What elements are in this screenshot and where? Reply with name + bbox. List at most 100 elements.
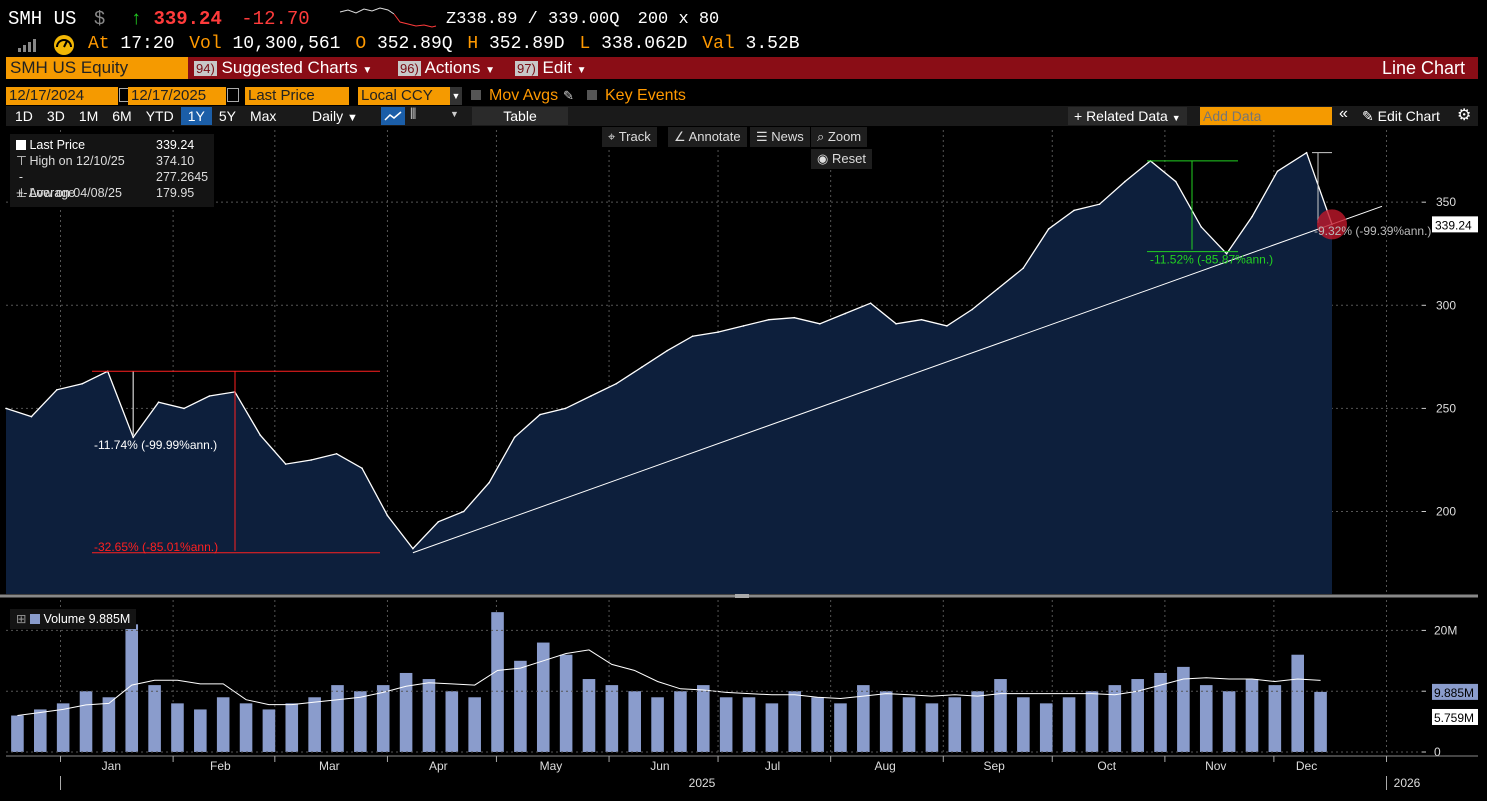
menu-bar bbox=[6, 57, 1478, 79]
volume-bar bbox=[171, 703, 184, 752]
price-field-select[interactable]: Last Price bbox=[245, 87, 349, 105]
vol-label: Vol bbox=[189, 34, 222, 54]
candle-chart-icon[interactable]: ⫴ bbox=[410, 106, 417, 123]
price-point bbox=[691, 335, 694, 338]
low-marker-icon: ⊥ bbox=[16, 186, 27, 200]
volume-bar bbox=[674, 691, 687, 752]
key-events-label[interactable]: Key Events bbox=[605, 87, 686, 104]
suggested-charts-menu[interactable]: 94) Suggested Charts ▼ bbox=[194, 57, 372, 79]
frequency-select[interactable]: Daily ▼ bbox=[312, 107, 358, 127]
edit-chart-button[interactable]: ✎ Edit Chart bbox=[1362, 107, 1440, 125]
volume-bar bbox=[376, 685, 390, 752]
period-max[interactable]: Max bbox=[249, 108, 277, 124]
pencil-icon[interactable]: ✎ bbox=[563, 88, 574, 103]
track-tool[interactable]: ⌖ Track bbox=[602, 127, 657, 147]
bid-ask-size: 200 x 80 bbox=[637, 10, 720, 29]
up-arrow-icon: ↑ bbox=[130, 8, 143, 30]
price-point bbox=[513, 436, 516, 439]
volume-avg-tag-label: 5.759M bbox=[1434, 711, 1474, 725]
price-axis-label: 200 bbox=[1436, 505, 1456, 519]
month-label: May bbox=[540, 759, 563, 773]
price-chart[interactable]: -11.74% (-99.99%ann.) -32.65% (-85.01%ann… bbox=[0, 126, 1487, 801]
chevron-down-icon[interactable]: ▼ bbox=[450, 109, 459, 119]
mov-avgs-checkbox[interactable] bbox=[471, 90, 481, 100]
reset-icon: ◉ bbox=[817, 151, 829, 166]
annotate-tool[interactable]: ∠ Annotate bbox=[668, 127, 747, 147]
gear-icon[interactable]: ⚙ bbox=[1457, 107, 1472, 124]
frequency-label: Daily bbox=[312, 108, 344, 124]
period-ytd[interactable]: YTD bbox=[145, 108, 174, 124]
period-5y[interactable]: 5Y bbox=[218, 108, 236, 124]
period-buttons: 1D 3D 1M 6M YTD 1Y 5Y Max bbox=[8, 107, 283, 126]
chevron-down-icon[interactable]: ▼ bbox=[450, 87, 462, 105]
start-date-field[interactable]: 12/17/2024 bbox=[6, 87, 118, 105]
expand-icon[interactable]: ⊞ bbox=[16, 612, 27, 626]
suggested-charts-num: 94) bbox=[194, 61, 217, 76]
low-value: 338.062D bbox=[601, 34, 688, 54]
related-data-button[interactable]: + Related Data ▼ bbox=[1068, 107, 1187, 125]
price-point bbox=[615, 382, 618, 385]
price-point bbox=[539, 413, 541, 416]
actions-menu[interactable]: 96) Actions ▼ bbox=[398, 57, 495, 79]
add-data-input[interactable] bbox=[1200, 107, 1332, 125]
edit-menu[interactable]: 97) Edit ▼ bbox=[515, 57, 586, 79]
value-traded: 3.52B bbox=[745, 34, 800, 54]
volume-bar bbox=[1085, 691, 1099, 752]
period-1d[interactable]: 1D bbox=[15, 108, 33, 124]
zoom-tool[interactable]: ⌕ Zoom bbox=[811, 127, 868, 147]
drawdown-3-label: -11.52% (-85.87%ann.) bbox=[1150, 253, 1273, 267]
pane-resize-handle[interactable] bbox=[735, 594, 749, 598]
price-point bbox=[462, 510, 465, 513]
line-chart-icon[interactable] bbox=[381, 107, 405, 125]
high-value: 352.89D bbox=[489, 34, 565, 54]
price-point bbox=[310, 459, 312, 461]
zoom-label: Zoom bbox=[827, 129, 862, 144]
volume-bar bbox=[788, 691, 802, 752]
volume-bar bbox=[559, 654, 573, 752]
month-label: Sep bbox=[983, 759, 1005, 773]
price-point bbox=[157, 401, 160, 404]
volume-bar bbox=[308, 697, 321, 752]
security-field[interactable]: SMH US Equity bbox=[6, 57, 188, 79]
reset-tool[interactable]: ◉ Reset bbox=[811, 149, 872, 169]
legend-average-label: Average bbox=[28, 186, 76, 200]
price-point bbox=[640, 366, 643, 368]
currency-select[interactable]: Local CCY bbox=[358, 87, 450, 105]
volume-bar bbox=[1291, 654, 1304, 752]
gauge-icon[interactable] bbox=[52, 34, 76, 56]
calendar-icon[interactable] bbox=[227, 88, 239, 102]
period-3d[interactable]: 3D bbox=[46, 108, 65, 124]
trend-line[interactable] bbox=[412, 205, 1383, 554]
price-point bbox=[1073, 209, 1075, 212]
price-point bbox=[1225, 252, 1228, 255]
last-price-marker[interactable] bbox=[1317, 209, 1347, 240]
month-label: Oct bbox=[1097, 759, 1116, 773]
volume-bar bbox=[1199, 685, 1213, 752]
annotate-label: Annotate bbox=[688, 129, 741, 144]
month-label: Nov bbox=[1205, 759, 1226, 773]
price-point bbox=[869, 302, 872, 305]
news-tool[interactable]: ☰ News bbox=[750, 127, 810, 147]
reset-label: Reset bbox=[831, 151, 866, 166]
period-6m[interactable]: 6M bbox=[112, 108, 132, 124]
price-point bbox=[361, 467, 363, 470]
price-axis-label: 250 bbox=[1436, 401, 1456, 415]
table-button[interactable]: Table bbox=[472, 107, 568, 125]
volume-bar bbox=[285, 703, 299, 752]
price-point bbox=[412, 547, 414, 550]
period-1m[interactable]: 1M bbox=[78, 108, 99, 124]
month-label: Jun bbox=[650, 759, 669, 773]
collapse-icon[interactable]: « bbox=[1339, 105, 1348, 122]
period-1y[interactable]: 1Y bbox=[180, 107, 212, 125]
end-date-field[interactable]: 12/17/2025 bbox=[128, 87, 226, 105]
price-point bbox=[1174, 180, 1177, 183]
volume-legend-value: 9.885M bbox=[88, 612, 131, 626]
volume-bar bbox=[628, 691, 641, 752]
volume-bar bbox=[1017, 697, 1030, 752]
mov-avgs-label[interactable]: Mov Avgs bbox=[489, 87, 559, 104]
price-legend: Last Price 339.24 ⊤ High on 12/10/25 374… bbox=[10, 134, 214, 207]
month-label: Jul bbox=[765, 759, 780, 773]
month-label: Apr bbox=[429, 759, 448, 773]
key-events-checkbox[interactable] bbox=[587, 90, 597, 100]
volume-bar bbox=[1154, 672, 1167, 752]
